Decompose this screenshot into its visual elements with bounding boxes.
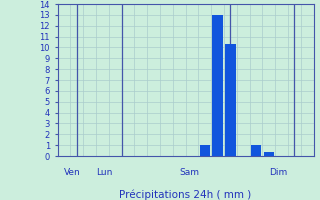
Text: Sam: Sam <box>179 168 199 177</box>
Text: Précipitations 24h ( mm ): Précipitations 24h ( mm ) <box>119 189 252 200</box>
Text: Lun: Lun <box>96 168 112 177</box>
Text: Ven: Ven <box>64 168 81 177</box>
Bar <box>212 15 223 156</box>
Text: Dim: Dim <box>269 168 287 177</box>
Bar <box>225 44 236 156</box>
Bar <box>251 145 261 156</box>
Bar <box>200 145 210 156</box>
Bar <box>264 152 274 156</box>
